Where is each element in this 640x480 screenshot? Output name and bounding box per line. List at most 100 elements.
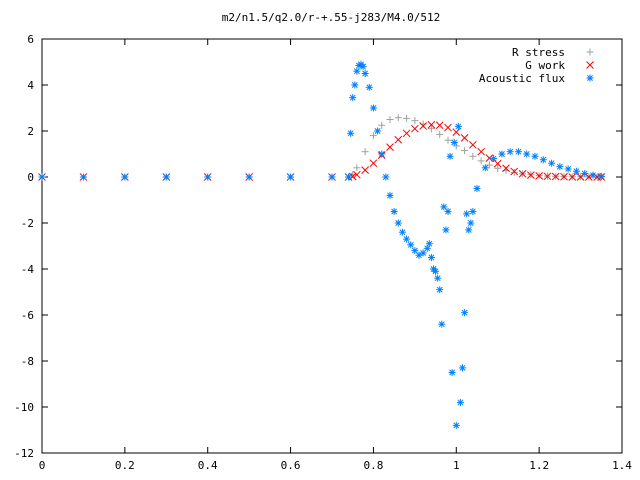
data-point (204, 173, 212, 181)
data-point (328, 173, 336, 181)
chart-title: m2/n1.5/q2.0/r-+.55-j283/M4.0/512 (222, 11, 441, 24)
data-point (498, 150, 506, 158)
data-point (361, 166, 369, 174)
data-point (349, 94, 357, 102)
x-tick-label: 0.2 (115, 459, 135, 472)
data-point (347, 129, 355, 137)
data-point (581, 170, 589, 178)
data-point (597, 172, 605, 180)
x-axis: 0 0.2 0.4 0.6 0.8 1 1.2 1.4 (39, 39, 632, 472)
data-point (407, 241, 415, 249)
data-point (436, 130, 444, 138)
data-point (527, 171, 535, 180)
data-point (506, 148, 514, 156)
data-point (446, 152, 454, 160)
data-point (444, 136, 452, 144)
data-point (434, 274, 442, 282)
data-point (523, 150, 531, 158)
data-point (514, 148, 522, 156)
y-tick-label: -4 (21, 263, 35, 276)
data-point (435, 121, 444, 130)
y-tick-label: -6 (21, 309, 34, 322)
data-point (440, 203, 448, 211)
x-tick-label: 1 (453, 459, 460, 472)
x-tick-label: 0.8 (363, 459, 383, 472)
y-tick-label: 4 (27, 79, 34, 92)
data-point (38, 173, 46, 181)
data-point (467, 219, 475, 227)
data-point (539, 156, 547, 164)
data-point (369, 132, 377, 140)
data-point (427, 125, 435, 133)
data-point (419, 122, 427, 130)
data-point (450, 139, 458, 146)
data-point (556, 163, 564, 171)
data-point (510, 167, 519, 176)
data-point (411, 124, 419, 133)
x-tick-label: 1.4 (612, 459, 632, 472)
data-point (378, 121, 386, 129)
data-point (419, 249, 427, 257)
data-point (518, 169, 527, 178)
data-point (390, 208, 398, 215)
y-tick-label: 6 (27, 33, 34, 46)
data-point (394, 219, 402, 227)
series-2 (38, 60, 605, 429)
y-tick-label: 2 (27, 125, 34, 138)
data-point (162, 173, 170, 181)
data-point (477, 147, 485, 156)
data-point (353, 170, 361, 179)
data-point (564, 165, 572, 173)
data-point (444, 208, 452, 215)
x-tick-label: 1.2 (529, 459, 549, 472)
data-point (543, 172, 552, 181)
data-point (425, 240, 433, 248)
data-point (403, 235, 411, 243)
data-point (432, 267, 440, 275)
data-point (454, 122, 462, 130)
y-tick-label: -12 (14, 447, 34, 460)
data-point (461, 309, 469, 317)
y-tick-label: -8 (21, 355, 34, 368)
data-point (351, 81, 359, 89)
data-point (448, 369, 456, 376)
legend-label: R stress (512, 46, 565, 59)
data-point (469, 152, 477, 160)
data-point (398, 228, 406, 236)
data-point (510, 168, 518, 176)
data-point (465, 226, 473, 234)
data-point (442, 226, 450, 234)
legend-marker (586, 61, 594, 69)
data-point (477, 157, 485, 165)
data-point (411, 247, 419, 255)
data-point (359, 63, 367, 71)
plot-area (38, 60, 606, 429)
data-point (374, 127, 382, 135)
x-tick-label: 0.6 (281, 459, 301, 472)
y-axis: -12 -10 -8 -6 -4 -2 0 2 4 6 (14, 33, 622, 460)
data-point (469, 208, 477, 215)
data-point (436, 286, 444, 294)
data-point (589, 171, 597, 179)
data-point (121, 173, 129, 181)
data-point (493, 159, 502, 168)
data-point (386, 143, 394, 151)
data-point (365, 83, 373, 91)
data-point (535, 171, 543, 180)
data-point (469, 140, 477, 149)
data-point (531, 152, 539, 160)
legend-marker (586, 74, 594, 82)
data-point (490, 155, 498, 163)
data-point (494, 164, 502, 172)
data-point (411, 117, 419, 125)
data-point (427, 254, 435, 261)
data-point (463, 210, 471, 218)
y-tick-label: -10 (14, 401, 34, 414)
data-point (369, 104, 377, 112)
data-point (394, 114, 402, 122)
plot-frame (41, 38, 623, 454)
data-point (402, 129, 411, 138)
legend-label: G work (525, 59, 565, 72)
